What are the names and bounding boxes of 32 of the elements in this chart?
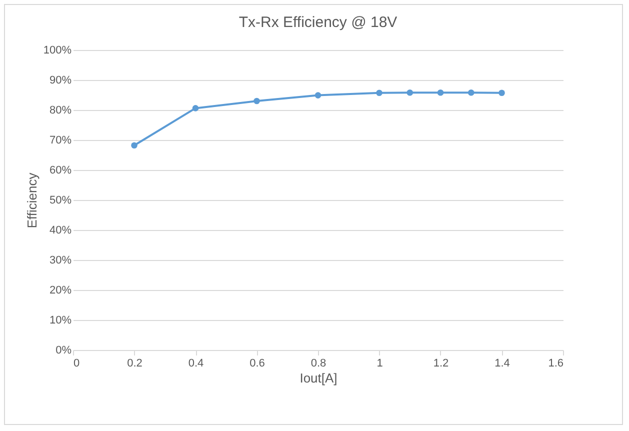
x-tick-label: 1.2 <box>433 358 449 370</box>
x-tick-label: 0 <box>74 358 80 370</box>
y-tick-label: 60% <box>49 164 72 176</box>
y-tick-label: 80% <box>49 104 72 116</box>
point <box>376 90 382 96</box>
point <box>314 92 322 98</box>
point <box>406 89 414 96</box>
y-tick-label: 30% <box>49 254 72 266</box>
x-tick-label: 0.4 <box>188 358 204 370</box>
y-tick-label: 40% <box>49 224 72 236</box>
point <box>468 89 474 96</box>
x-tick-label: 1.6 <box>548 358 564 370</box>
point <box>437 89 444 96</box>
point <box>254 98 260 104</box>
x-tick-label: 1.4 <box>494 358 510 370</box>
x-tick-label: 0.6 <box>250 358 265 370</box>
chart-title: Tx-Rx Efficiency @ 18V <box>238 14 398 31</box>
y-tick-label: 100% <box>43 44 72 56</box>
y-tick-label: 20% <box>49 284 72 296</box>
point <box>131 142 138 149</box>
y-tick-label: 0% <box>56 344 72 356</box>
x-axis-title: Iout[A] <box>300 370 338 386</box>
point <box>498 90 505 96</box>
x-tick-label: 1 <box>376 358 383 370</box>
y-tick-label: 90% <box>49 74 72 86</box>
point <box>192 105 199 112</box>
x-tick-label: 0.8 <box>310 358 326 370</box>
x-tick-label: 0.2 <box>127 358 142 370</box>
y-axis-title: Efficiency <box>24 172 40 228</box>
y-tick-label: 50% <box>49 194 72 206</box>
y-tick-label: 10% <box>49 314 72 326</box>
y-tick-label: 70% <box>49 134 72 146</box>
